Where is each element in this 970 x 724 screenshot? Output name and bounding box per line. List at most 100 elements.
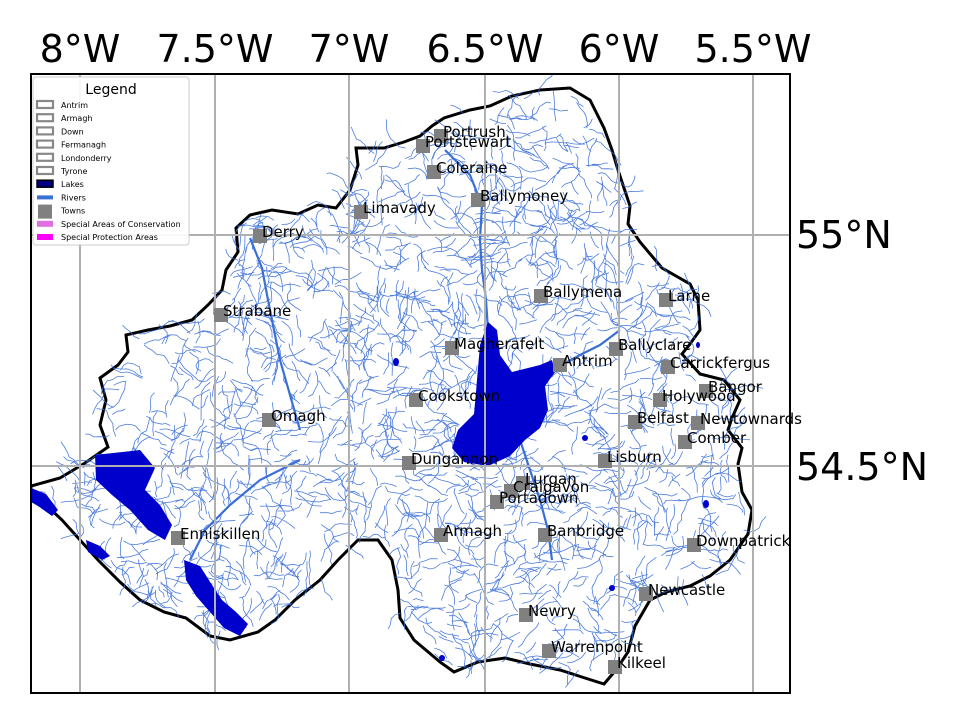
town-label: Coleraine	[436, 159, 507, 177]
town-square-icon	[553, 358, 567, 372]
town-carrickfergus: Carrickfergus	[661, 354, 770, 374]
town-square-icon	[609, 342, 623, 356]
town-square-icon	[538, 528, 552, 542]
map-frame	[30, 73, 791, 694]
town-square-icon	[490, 495, 504, 509]
town-square-icon	[416, 139, 430, 153]
legend-label: Tyrone	[60, 167, 87, 176]
legend-item-fermanagh: Fermanagh	[35, 139, 106, 150]
town-comber: Comber	[678, 429, 747, 449]
town-square-icon	[253, 229, 267, 243]
legend-label: Special Areas of Conservation	[61, 220, 181, 229]
town-label: Omagh	[271, 407, 326, 425]
town-limavady: Limavady	[354, 199, 436, 219]
town-square-icon	[504, 484, 518, 498]
town-square-icon	[427, 165, 441, 179]
sac-swatch-icon	[37, 220, 53, 227]
town-square-icon	[653, 393, 667, 407]
county-outline-icon	[35, 113, 55, 123]
town-cookstown: Cookstown	[409, 387, 500, 407]
town-square-icon	[434, 528, 448, 542]
town-label: Portrush	[443, 123, 506, 141]
town-label: Downpatrick	[696, 532, 791, 550]
legend-item-armagh: Armagh	[35, 113, 92, 123]
legend-label: Rivers	[61, 193, 86, 202]
town-label: Antrim	[562, 352, 613, 370]
town-square-icon	[699, 384, 713, 398]
town-square-icon	[608, 660, 622, 674]
lough-neagh	[452, 322, 555, 466]
town-label: Newtownards	[700, 410, 802, 428]
town-square-icon	[434, 129, 448, 143]
town-square-icon	[445, 341, 459, 355]
county-outline-icon	[35, 126, 55, 136]
town-label: Carrickfergus	[670, 354, 770, 372]
town-holywood: Holywood	[653, 387, 736, 407]
town-square-icon	[214, 308, 228, 322]
legend-title: Legend	[85, 82, 136, 98]
town-label: Lurgan	[525, 470, 577, 488]
town-banbridge: Banbridge	[538, 522, 624, 542]
county-outline-icon	[35, 99, 55, 110]
town-label: Belfast	[637, 409, 689, 427]
legend-box	[32, 76, 190, 246]
legend-item-londonderry: Londonderry	[35, 152, 112, 163]
town-label: Banbridge	[547, 522, 624, 540]
town-label: Magherafelt	[454, 335, 544, 353]
major-river	[189, 459, 301, 561]
spa-swatch-icon	[37, 234, 53, 240]
town-label: Holywood	[662, 387, 736, 405]
legend-item-tyrone: Tyrone	[35, 165, 87, 176]
town-lurgan: Lurgan	[516, 470, 577, 490]
town-enniskillen: Enniskillen	[171, 525, 260, 545]
town-larne: Larne	[659, 287, 710, 307]
legend-item-antrim: Antrim	[35, 99, 88, 110]
legend: Legend Antrim Armagh Down Fermanagh Londonde…	[32, 76, 190, 246]
town-square-icon	[639, 587, 653, 601]
town-dungannon: Dungannon	[402, 450, 498, 470]
lon-label-5-5w: 5.5°W	[694, 27, 811, 71]
town-strabane: Strabane	[214, 302, 291, 322]
town-newry: Newry	[519, 602, 576, 622]
town-square-icon	[262, 413, 276, 427]
legend-label: Lakes	[61, 180, 84, 189]
town-square-icon	[516, 476, 530, 490]
town-magherafelt: Magherafelt	[445, 335, 544, 355]
small-lake	[439, 655, 445, 661]
lon-label-6-5w: 6.5°W	[426, 27, 543, 71]
town-label: Cookstown	[418, 387, 500, 405]
town-label: Bangor	[708, 378, 763, 396]
town-ballymoney: Ballymoney	[471, 187, 568, 207]
town-label: Strabane	[223, 302, 291, 320]
town-label: Kilkeel	[617, 654, 666, 672]
county-outline-icon	[35, 165, 55, 176]
legend-item-lakes: Lakes	[36, 179, 84, 189]
town-square-icon	[519, 608, 533, 622]
town-label: Portstewart	[425, 133, 511, 151]
longitude-labels: 8°W 7.5°W 7°W 6.5°W 6°W 5.5°W	[40, 27, 812, 71]
town-square-icon	[471, 193, 485, 207]
town-bangor: Bangor	[699, 378, 763, 398]
town-label: Craigavon	[513, 478, 589, 496]
town-newcastle: Newcastle	[639, 581, 725, 601]
legend-label: Fermanagh	[61, 141, 106, 150]
latitude-labels: 55°N 54.5°N	[796, 213, 928, 489]
town-label: Enniskillen	[180, 525, 260, 543]
town-label: Dungannon	[411, 450, 498, 468]
county-outline-icon	[35, 152, 55, 162]
legend-item-towns: Towns	[38, 204, 85, 219]
town-square-icon	[409, 393, 423, 407]
town-square-icon	[659, 293, 673, 307]
town-label: Warrenpoint	[551, 638, 643, 656]
town-craigavon: Craigavon	[504, 478, 589, 498]
town-lisburn: Lisburn	[598, 448, 662, 468]
town-square-icon	[542, 644, 556, 658]
town-square-icon	[598, 454, 612, 468]
town-label: Ballyclare	[618, 336, 691, 354]
major-river	[559, 329, 621, 367]
lon-label-7w: 7°W	[309, 27, 390, 71]
town-square-icon	[687, 538, 701, 552]
major-river	[248, 237, 302, 431]
town-label: Comber	[687, 429, 747, 447]
